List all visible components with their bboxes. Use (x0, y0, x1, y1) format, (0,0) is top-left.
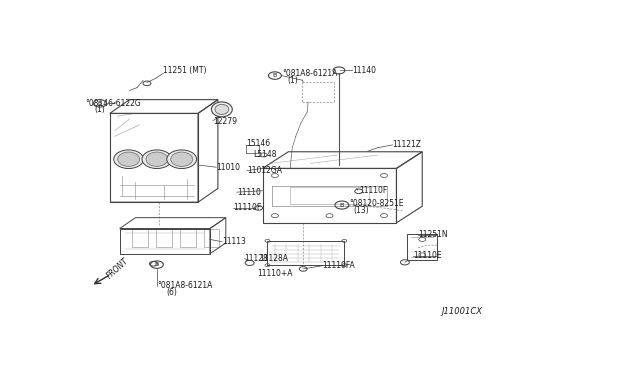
Text: B: B (273, 73, 277, 78)
Text: 11251 (MT): 11251 (MT) (163, 66, 207, 75)
Text: °08146-6122G: °08146-6122G (85, 99, 141, 108)
Text: B: B (155, 262, 159, 267)
Text: 11110E: 11110E (413, 251, 442, 260)
Text: °081A8-6121A: °081A8-6121A (157, 281, 212, 290)
Bar (132, 230, 148, 247)
Text: J11001CX: J11001CX (441, 307, 482, 316)
Text: FRONT: FRONT (105, 257, 130, 281)
Ellipse shape (211, 102, 232, 117)
Ellipse shape (171, 152, 193, 166)
Bar (156, 230, 172, 247)
Text: (1): (1) (94, 105, 104, 115)
Text: (1): (1) (287, 76, 298, 85)
Text: (13): (13) (354, 206, 369, 215)
Ellipse shape (146, 152, 168, 166)
Text: 11113: 11113 (222, 237, 246, 246)
Bar (180, 230, 196, 247)
Text: 11110: 11110 (237, 187, 260, 197)
Text: 11110+A: 11110+A (257, 269, 293, 278)
Text: 11128A: 11128A (260, 254, 289, 263)
Ellipse shape (142, 150, 172, 169)
Text: 11110FA: 11110FA (322, 261, 355, 270)
Text: 11010: 11010 (216, 163, 241, 172)
Text: 15146: 15146 (246, 139, 270, 148)
Text: L5148: L5148 (253, 150, 277, 158)
Text: B: B (98, 101, 102, 106)
Text: 11140: 11140 (352, 66, 376, 75)
Text: 11110F: 11110F (233, 203, 261, 212)
Ellipse shape (118, 152, 140, 166)
Ellipse shape (114, 150, 143, 169)
Bar (204, 230, 220, 247)
Text: B: B (340, 202, 344, 208)
Bar (290, 187, 369, 204)
Text: (6): (6) (167, 288, 178, 297)
Ellipse shape (167, 150, 196, 169)
Text: 11121Z: 11121Z (392, 140, 422, 150)
Text: 11128: 11128 (244, 254, 268, 263)
Text: 11012GA: 11012GA (247, 166, 282, 175)
Text: °08120-8251E: °08120-8251E (349, 199, 404, 208)
Text: 11251N: 11251N (419, 230, 448, 239)
Text: °081A8-6121A: °081A8-6121A (282, 69, 337, 78)
Text: 12279: 12279 (213, 117, 237, 126)
Ellipse shape (215, 105, 229, 114)
Text: 11110F: 11110F (359, 186, 387, 195)
